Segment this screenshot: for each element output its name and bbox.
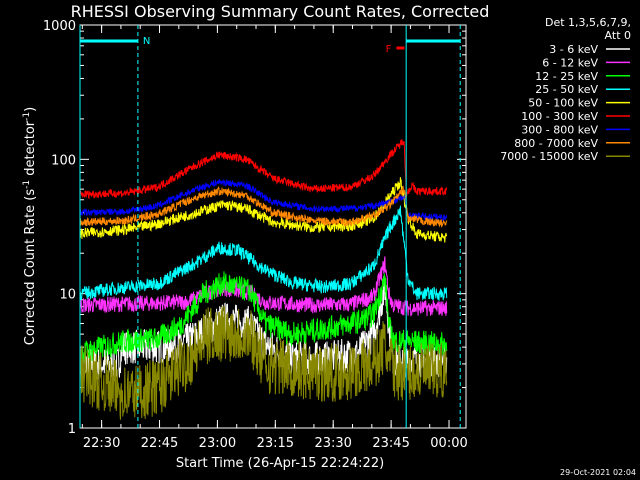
legend-item-label: 300 - 800 keV: [521, 123, 598, 136]
legend-item-label: 3 - 6 keV: [549, 43, 598, 56]
y-axis-label-mid: detector: [23, 120, 38, 180]
y-tick-label: 10: [59, 288, 76, 303]
x-tick-label: 23:30: [314, 436, 351, 451]
x-tick-label: 23:15: [257, 436, 294, 451]
series-line-8: [79, 305, 448, 420]
series-line-6: [79, 178, 448, 222]
series-line-3: [79, 205, 448, 302]
y-axis-label-sup2: -1: [22, 112, 32, 121]
legend-header-detectors: Det 1,3,5,6,7,9,: [545, 16, 631, 29]
flare-label: F: [386, 44, 392, 55]
footer-date: 29-Oct-2021 02:04: [560, 468, 636, 477]
series-line-5: [79, 139, 448, 200]
legend-header-attenuator: Att 0: [605, 29, 631, 42]
annotation-layer: NF: [79, 25, 461, 428]
legend-item-label: 6 - 12 keV: [542, 56, 598, 69]
x-tick-label: 22:30: [83, 436, 120, 451]
night-label: N: [143, 36, 150, 47]
x-tick-label: 23:00: [199, 436, 236, 451]
y-axis-label-sup1: -1: [22, 180, 32, 189]
y-axis-label: Corrected Count Rate (s-1 detector-1): [22, 107, 38, 345]
x-tick-label: 00:00: [430, 436, 467, 451]
legend-item-label: 12 - 25 keV: [535, 70, 598, 83]
y-tick-label: 1: [68, 422, 76, 437]
x-tick-label: 23:45: [372, 436, 409, 451]
series-line-2: [79, 271, 448, 365]
legend-item-label: 50 - 100 keV: [528, 97, 598, 110]
chart-title: RHESSI Observing Summary Count Rates, Co…: [71, 2, 490, 21]
legend-item-label: 25 - 50 keV: [535, 83, 598, 96]
legend-item-label: 100 - 300 keV: [521, 110, 598, 123]
y-tick-label: 100: [51, 153, 76, 168]
series-line-1: [79, 256, 448, 317]
y-axis-label-end: ): [23, 107, 38, 112]
series-layer: [79, 139, 448, 420]
x-axis-label: Start Time (26-Apr-15 22:24:22): [176, 456, 384, 471]
y-axis-label-main: Corrected Count Rate (s: [23, 189, 38, 346]
legend-item-label: 800 - 7000 keV: [514, 137, 598, 150]
x-tick-label: 22:45: [141, 436, 178, 451]
series-line-7: [79, 185, 448, 228]
legend-item-label: 7000 - 15000 keV: [500, 150, 598, 163]
y-tick-label: 1000: [43, 19, 76, 34]
